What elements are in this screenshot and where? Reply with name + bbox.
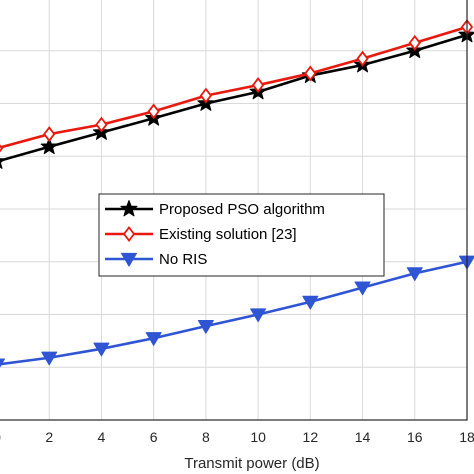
x-tick-label-5: 10 <box>250 429 266 445</box>
data-point-1-1 <box>43 126 56 143</box>
legend-entry-1: Existing solution [23] <box>105 226 297 243</box>
x-tick-label-8: 16 <box>407 429 423 445</box>
data-point-1-7 <box>356 50 369 67</box>
series-line-1 <box>0 25 468 149</box>
x-axis-label: Transmit power (dB) <box>184 455 319 472</box>
legend-marker-1 <box>122 226 136 242</box>
series-1 <box>0 19 474 153</box>
series-line-0 <box>0 33 468 163</box>
data-point-2-7 <box>354 281 371 296</box>
x-tick-label-9: 18 <box>459 429 474 445</box>
legend-marker-0 <box>120 200 138 217</box>
plot-frame <box>0 0 468 421</box>
data-point-2-1 <box>41 351 58 366</box>
legend-entry-2: No RIS <box>105 251 207 268</box>
plot-series <box>0 19 474 368</box>
legend-label-1: Existing solution [23] <box>159 226 297 243</box>
data-point-2-5 <box>250 308 267 323</box>
series-line-2 <box>0 260 468 366</box>
data-point-0-0 <box>0 158 6 169</box>
data-point-1-8 <box>408 34 421 51</box>
legend-entry-0: Proposed PSO algorithm <box>105 200 325 218</box>
x-tick-label-4: 8 <box>202 429 210 445</box>
data-point-2-6 <box>302 295 319 310</box>
data-point-1-6 <box>304 65 317 82</box>
x-tick-label-7: 14 <box>355 429 371 445</box>
data-point-2-4 <box>197 319 214 334</box>
x-tick-label-3: 6 <box>150 429 158 445</box>
legend-marker-2 <box>121 252 137 267</box>
data-point-1-2 <box>95 116 108 133</box>
x-tick-label-1: 2 <box>45 429 53 445</box>
x-tick-label-6: 12 <box>303 429 319 445</box>
legend-label-0: Proposed PSO algorithm <box>159 201 325 218</box>
legend: Proposed PSO algorithm Existing solution … <box>98 193 385 277</box>
data-point-1-0 <box>0 144 4 153</box>
series-2 <box>0 255 474 368</box>
data-point-2-0 <box>0 358 5 368</box>
data-point-1-3 <box>147 103 160 120</box>
data-point-0-1 <box>40 137 58 155</box>
x-tick-label-2: 4 <box>98 429 106 445</box>
data-point-2-8 <box>406 267 423 281</box>
legend-label-2: No RIS <box>159 251 207 268</box>
data-point-2-3 <box>145 332 162 346</box>
data-point-1-4 <box>199 87 213 104</box>
data-point-2-2 <box>93 342 110 357</box>
x-tick-labels: 0 2 4 6 8 10 12 14 16 18 <box>0 429 474 445</box>
data-point-1-5 <box>251 77 265 94</box>
x-tick-label-0: 0 <box>0 429 1 445</box>
